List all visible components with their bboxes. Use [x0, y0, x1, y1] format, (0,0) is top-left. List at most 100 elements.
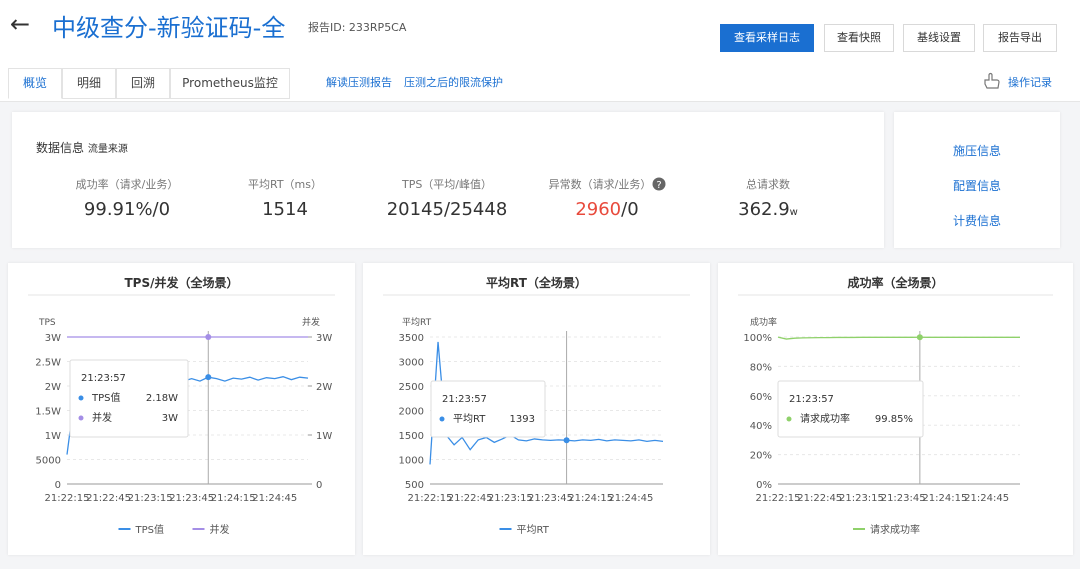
chart: 平均RT（全场景） 平均RT 500 1000 1500 2000 2500 3000 3500… [383, 275, 690, 536]
op-record[interactable]: 操作记录 [1008, 76, 1052, 89]
tooltip-time: 21:23:57 [442, 394, 487, 405]
metric-label: TPS（平均/峰值） [401, 178, 493, 191]
chart: 成功率（全场景）成功率0%20%40%60%80%100%21:22:1521:… [738, 275, 1053, 536]
chart: TPS/并发（全场景） TPS 并发 0 5000 1W 1.5W 2W 2.5W 3W 0 1W 2W… [28, 275, 335, 536]
metric-value: 99.91%/0 [83, 199, 171, 220]
y-tick-label: 100% [743, 333, 772, 344]
tooltip [69, 359, 189, 438]
side-link[interactable]: 计费信息 [952, 214, 1001, 228]
metric-value: 20145/25448 [386, 199, 508, 220]
metric-label: 总请求数 [746, 178, 790, 191]
y-tick-label: 2500 [399, 382, 424, 393]
y-axis-title: TPS [38, 318, 56, 328]
y-tick-label: 0 [55, 480, 61, 491]
chart-card: TPS/并发（全场景） TPS 并发 0 5000 1W 1.5W 2W 2.5W 3W 0 1W 2W… [8, 263, 355, 555]
button[interactable]: 基线设置 [903, 24, 975, 52]
y2-axis-title: 并发 [302, 316, 320, 328]
legend-label: 并发 [210, 523, 230, 536]
metric-value: 362.9w [678, 199, 858, 220]
y-tick-label: 3W [45, 333, 61, 344]
y-tick-label: 5000 [36, 456, 61, 467]
x-tick-label: 21:22:45 [448, 493, 493, 504]
hover-dot [563, 437, 570, 444]
summary-title: 数据信息 流量来源 [36, 139, 128, 156]
y-tick-label: 1000 [399, 456, 424, 467]
x-tick-label: 21:22:15 [408, 493, 453, 504]
tooltip-time: 21:23:57 [789, 394, 834, 405]
link[interactable]: 解读压测报告 [326, 76, 392, 89]
help-icon[interactable]: ? [652, 177, 666, 191]
metric-value-main: 362.9 [738, 199, 790, 220]
y-tick-label: 40% [750, 421, 772, 432]
x-tick-label: 21:23:45 [881, 493, 926, 504]
y-tick-label: 3500 [399, 333, 424, 344]
metric-unit: w [789, 207, 798, 218]
y-tick-label: 2000 [399, 407, 424, 418]
tab[interactable]: 回溯 [116, 68, 170, 99]
y-tick-label: 80% [750, 362, 772, 373]
metric-value-rest: /0 [621, 199, 639, 220]
tooltip-value: 2.18W [146, 393, 178, 404]
metric-value-red: 2960 [575, 199, 622, 220]
tooltip-time: 21:23:57 [81, 373, 126, 384]
hover-dot [205, 374, 212, 381]
y-tick-label: 1500 [399, 431, 424, 442]
tooltip-dot [439, 416, 445, 422]
tooltip-dot [78, 395, 84, 401]
y-tick-label: 3000 [399, 358, 424, 369]
tooltip-name: TPS值 [91, 391, 121, 404]
x-tick-label: 21:23:15 [128, 493, 173, 504]
y2-tick-label: 1W [316, 431, 332, 442]
metric-value: 1514 [262, 199, 308, 220]
tooltip-name: 平均RT [453, 413, 486, 425]
tooltip-value: 1393 [510, 414, 535, 425]
tooltip-value: 3W [162, 413, 178, 424]
chart-title: 成功率（全场景） [847, 275, 943, 290]
metric-label: 异常数（请求/业务） [548, 178, 652, 191]
series-line [429, 341, 664, 465]
y2-tick-label: 2W [316, 382, 332, 393]
report-id: 报告ID: 233RP5CA [308, 21, 407, 34]
tooltip-name: 并发 [92, 411, 112, 424]
y-tick-label: 500 [405, 480, 424, 491]
y-axis-title: 平均RT [402, 316, 432, 328]
button[interactable]: 查看采样日志 [720, 24, 814, 52]
summary-title-text: 数据信息 [36, 141, 85, 155]
y-axis-title: 成功率 [750, 316, 777, 328]
side-link[interactable]: 配置信息 [952, 179, 1001, 193]
side-card [894, 112, 1060, 248]
page-title: 中级查分-新验证码-全 [52, 14, 286, 42]
chart-title: TPS/并发（全场景） [124, 275, 238, 290]
y-tick-label: 1.5W [35, 407, 61, 418]
legend-label: 请求成功率 [870, 523, 920, 536]
chart-title: 平均RT（全场景） [486, 275, 587, 290]
x-tick-label: 21:24:45 [608, 493, 653, 504]
header-bar [0, 0, 1080, 62]
button[interactable]: 报告导出 [983, 24, 1057, 52]
tab[interactable]: Prometheus监控 [170, 68, 290, 99]
tooltip-value: 99.85% [875, 414, 913, 425]
tab[interactable]: 明细 [62, 68, 116, 99]
y-tick-label: 0% [756, 480, 772, 491]
tab[interactable]: 概览 [8, 68, 62, 99]
chart-card: 成功率（全场景） 成功率 0% 20% 40% 60% 80% 100% 21:22:15 21:… [718, 263, 1073, 555]
x-tick-label: 21:23:45 [528, 493, 573, 504]
y2-tick-label: 0 [316, 480, 322, 491]
button[interactable]: 查看快照 [824, 24, 894, 52]
x-tick-label: 21:24:45 [964, 493, 1009, 504]
back-arrow[interactable]: ← [10, 10, 31, 38]
series-line [777, 336, 1020, 340]
hover-dot [205, 334, 212, 340]
legend-label: TPS值 [135, 523, 165, 536]
x-tick-label: 21:24:15 [922, 493, 967, 504]
link[interactable]: 压测之后的限流保护 [404, 76, 503, 89]
x-tick-label: 21:22:15 [756, 493, 801, 504]
x-tick-label: 21:23:45 [169, 493, 214, 504]
x-tick-label: 21:22:45 [86, 493, 131, 504]
side-link[interactable]: 施压信息 [952, 144, 1001, 158]
tooltip-name: 请求成功率 [800, 412, 850, 425]
svg-text:?: ? [656, 180, 661, 191]
legend-label: 平均RT [517, 524, 550, 536]
hand-icon [984, 72, 1000, 89]
